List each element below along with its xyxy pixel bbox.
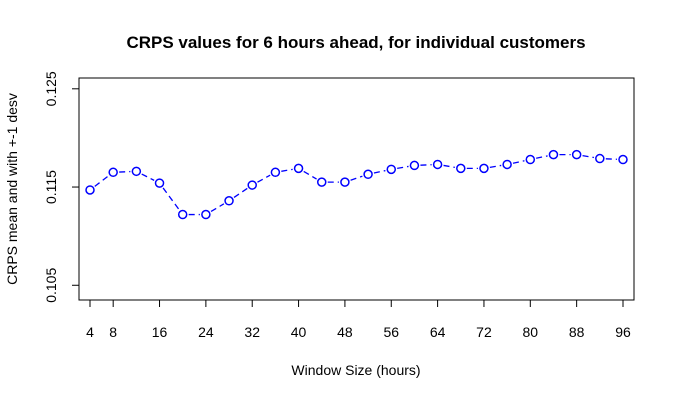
series-line-segment	[443, 164, 455, 169]
data-point	[316, 177, 327, 187]
series-layer	[85, 149, 628, 220]
x-tick-label: 8	[109, 324, 117, 340]
x-tick-label: 40	[291, 324, 307, 340]
data-point	[386, 164, 397, 175]
y-axis-label: CRPS mean and with +-1 desv	[4, 93, 20, 285]
data-point	[363, 169, 373, 180]
series-line-segment	[210, 203, 225, 213]
data-point	[247, 180, 257, 190]
data-point	[131, 166, 142, 177]
y-tick-label: 0.105	[43, 268, 59, 303]
series-line-segment	[397, 165, 409, 169]
data-point	[456, 163, 466, 174]
y-axis: 0.105 0.115 0.125	[43, 71, 80, 303]
series-line-segment	[512, 160, 525, 164]
series-line-segment	[303, 170, 317, 180]
x-tick-label: 32	[244, 324, 260, 340]
data-point	[201, 209, 211, 220]
series-line-segment	[489, 164, 502, 169]
series-line-segment	[281, 168, 293, 172]
x-tick-label: 16	[152, 324, 168, 340]
data-point	[618, 154, 628, 165]
data-point	[595, 153, 605, 164]
data-point	[224, 196, 234, 206]
data-point	[479, 163, 489, 174]
chart-title: CRPS values for 6 hours ahead, for indiv…	[126, 33, 585, 52]
series-line-segment	[350, 175, 363, 181]
data-point	[502, 159, 512, 170]
data-point	[340, 177, 350, 187]
data-point	[409, 160, 420, 171]
data-point	[108, 167, 118, 178]
data-point	[432, 159, 443, 170]
x-tick-label: 4	[86, 324, 94, 340]
data-point	[85, 185, 95, 195]
data-point	[525, 154, 536, 165]
data-point	[270, 167, 281, 178]
x-axis: 4 8 16 24 32 40 48 56 64 72 80 88 96	[86, 299, 631, 340]
x-tick-label: 96	[615, 324, 631, 340]
x-axis-label: Window Size (hours)	[291, 362, 420, 378]
x-tick-label: 88	[569, 324, 585, 340]
series-line-segment	[582, 154, 595, 159]
x-tick-label: 80	[523, 324, 539, 340]
x-tick-label: 56	[383, 324, 399, 340]
series-line-segment	[233, 187, 248, 198]
series-line-segment	[141, 173, 155, 181]
y-tick-label: 0.115	[43, 170, 59, 204]
series-line-segment	[373, 169, 386, 174]
plot-frame	[78, 77, 635, 301]
data-point	[154, 178, 165, 188]
series-line-segment	[536, 155, 548, 159]
data-point	[548, 149, 559, 160]
x-tick-label: 48	[337, 324, 353, 340]
y-tick-label: 0.125	[43, 71, 59, 106]
x-tick-label: 24	[198, 324, 214, 340]
x-tick-label: 72	[476, 324, 492, 340]
data-point	[571, 149, 582, 160]
series-line-segment	[162, 187, 180, 211]
data-point	[177, 209, 188, 220]
series-line-segment	[257, 174, 271, 183]
data-point	[293, 163, 304, 174]
x-tick-label: 64	[430, 324, 446, 340]
series-line-segment	[94, 175, 109, 187]
